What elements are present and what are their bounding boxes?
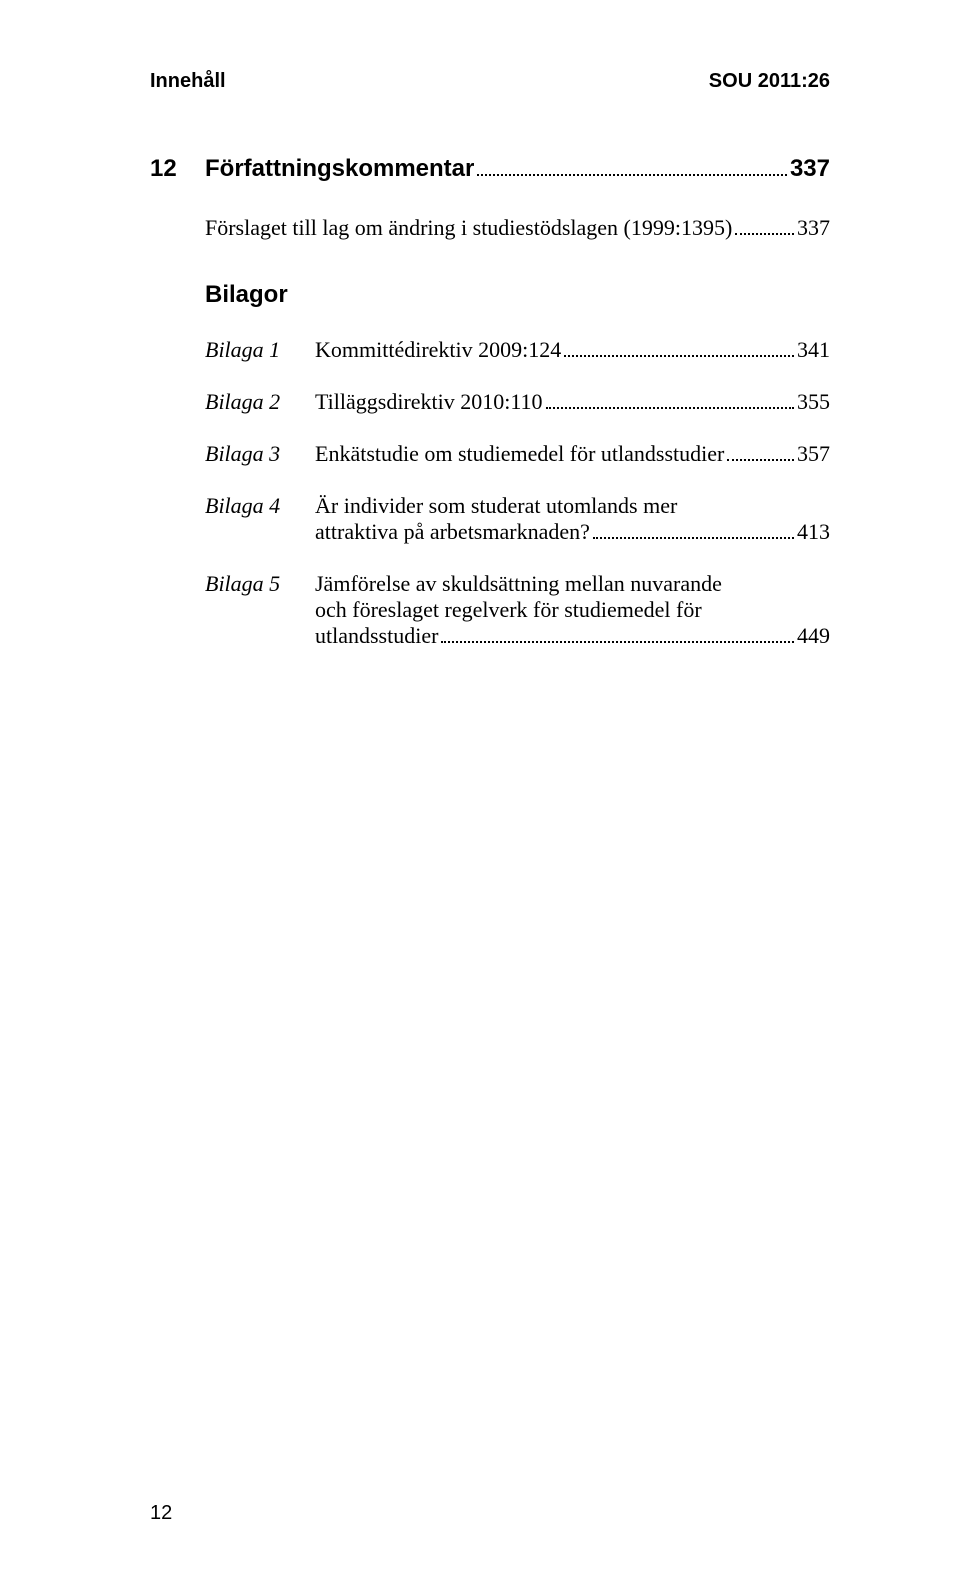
bilaga-row: Bilaga 1Kommittédirektiv 2009:124 341 [205,337,830,363]
bilaga-page: 357 [797,441,830,467]
bilaga-row: Bilaga 2Tilläggsdirektiv 2010:110 355 [205,389,830,415]
bilaga-body: Kommittédirektiv 2009:124 341 [315,337,830,363]
leader-dots [546,395,794,409]
bilagor-heading: Bilagor [205,281,830,309]
bilaga-last-text: attraktiva på arbetsmarknaden? [315,519,590,545]
bilaga-last-text: utlandsstudier [315,623,438,649]
chapter-title: Författningskommentar [205,155,474,183]
page: Innehåll SOU 2011:26 12 Författningskomm… [0,0,960,1595]
header-right: SOU 2011:26 [709,70,830,93]
bilaga-page: 341 [797,337,830,363]
bilaga-label: Bilaga 1 [205,337,315,363]
chapter-page: 337 [790,155,830,183]
bilaga-body: Tilläggsdirektiv 2010:110 355 [315,389,830,415]
header-left: Innehåll [150,70,226,93]
bilaga-body: Enkätstudie om studiemedel för utlandsst… [315,441,830,467]
bilaga-label: Bilaga 3 [205,441,315,467]
leader-dots [441,629,794,643]
leader-dots [564,343,794,357]
bilaga-final-line: attraktiva på arbetsmarknaden? 413 [315,519,830,545]
footer-page-number: 12 [150,1502,172,1525]
bilaga-final-line: Kommittédirektiv 2009:124 341 [315,337,830,363]
bilaga-row: Bilaga 5Jämförelse av skuldsättning mell… [205,571,830,649]
chapter-line: 12 Författningskommentar 337 [150,155,830,183]
bilaga-body: Är individer som studerat utomlands mera… [315,493,830,545]
bilaga-page: 355 [797,389,830,415]
bilaga-last-text: Kommittédirektiv 2009:124 [315,337,561,363]
bilaga-label: Bilaga 2 [205,389,315,415]
chapter-number: 12 [150,155,205,183]
bilaga-text-line: och föreslaget regelverk för studiemedel… [315,597,830,623]
leader-dots [735,221,794,235]
bilaga-final-line: Enkätstudie om studiemedel för utlandsst… [315,441,830,467]
bilaga-last-text: Enkätstudie om studiemedel för utlandsst… [315,441,724,467]
subsection-line: Förslaget till lag om ändring i studiest… [205,215,830,241]
bilaga-page: 449 [797,623,830,649]
bilaga-last-text: Tilläggsdirektiv 2010:110 [315,389,543,415]
bilaga-final-line: utlandsstudier 449 [315,623,830,649]
chapter-title-row: Författningskommentar 337 [205,155,830,183]
bilaga-label: Bilaga 5 [205,571,315,597]
bilaga-row: Bilaga 3Enkätstudie om studiemedel för u… [205,441,830,467]
subsection-text: Förslaget till lag om ändring i studiest… [205,215,732,241]
bilaga-body: Jämförelse av skuldsättning mellan nuvar… [315,571,830,649]
bilaga-row: Bilaga 4Är individer som studerat utomla… [205,493,830,545]
subsection-row: Förslaget till lag om ändring i studiest… [205,215,830,241]
bilaga-page: 413 [797,519,830,545]
running-header: Innehåll SOU 2011:26 [150,70,830,93]
bilagor-list: Bilaga 1Kommittédirektiv 2009:124341Bila… [150,337,830,649]
bilaga-final-line: Tilläggsdirektiv 2010:110 355 [315,389,830,415]
subsection-page: 337 [797,215,830,241]
leader-dots [593,525,794,539]
bilaga-text-line: Är individer som studerat utomlands mer [315,493,830,519]
bilaga-text-line: Jämförelse av skuldsättning mellan nuvar… [315,571,830,597]
leader-dots [727,447,794,461]
leader-dots [477,161,787,176]
bilaga-label: Bilaga 4 [205,493,315,519]
